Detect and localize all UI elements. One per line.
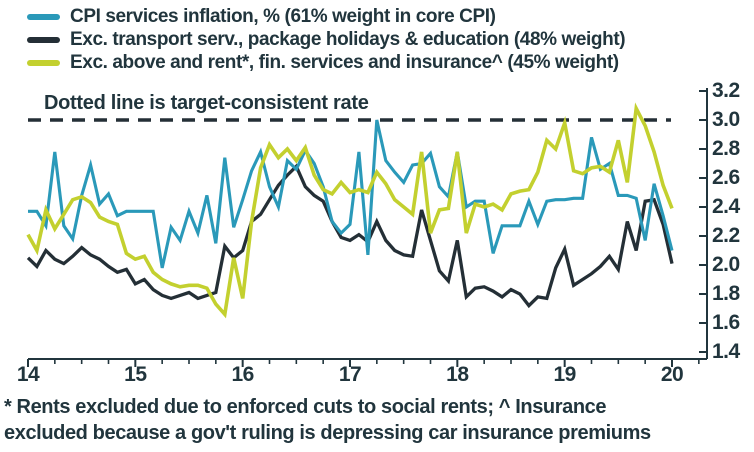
legend-item-exc-above-rent: Exc. above and rent*, fin. services and … — [27, 51, 625, 74]
legend-item-exc-transport: Exc. transport serv., package holidays &… — [27, 28, 626, 51]
y-axis-label-1.6: 1.6 — [712, 311, 740, 334]
x-axis-label-14: 14 — [16, 363, 40, 386]
y-axis-label-2.4: 2.4 — [712, 195, 740, 218]
legend-label-exc-above-rent: Exc. above and rent*, fin. services and … — [70, 51, 619, 73]
chart-legend: CPI services inflation, % (61% weight in… — [27, 5, 626, 74]
legend-swatch-exc-transport — [27, 36, 60, 43]
legend-swatch-cpi-services — [27, 13, 60, 20]
y-axis-label-2.2: 2.2 — [712, 224, 740, 247]
chart-footnote: * Rents excluded due to enforced cuts to… — [4, 394, 651, 446]
series-line-cpi-services — [28, 119, 674, 269]
legend-label-exc-transport: Exc. transport serv., package holidays &… — [70, 28, 626, 50]
y-axis-label-2.8: 2.8 — [712, 137, 740, 160]
x-axis-label-18: 18 — [446, 363, 469, 386]
y-axis-label-2.0: 2.0 — [712, 253, 740, 276]
legend-item-cpi-services: CPI services inflation, % (61% weight in… — [27, 5, 625, 28]
y-axis-label-1.8: 1.8 — [712, 282, 740, 305]
footnote-line-2: excluded because a gov't ruling is depre… — [4, 422, 651, 444]
footnote-line-1: * Rents excluded due to enforced cuts to… — [4, 396, 607, 418]
x-axis-label-20: 20 — [660, 363, 684, 386]
series-line-exc-transport — [26, 163, 674, 309]
legend-swatch-exc-above-rent — [27, 59, 60, 66]
target-rate-annotation: Dotted line is target-consistent rate — [44, 92, 369, 114]
y-axis-label-1.4: 1.4 — [712, 340, 740, 363]
x-axis-label-17: 17 — [338, 363, 362, 386]
legend-label-cpi-services: CPI services inflation, % (61% weight in… — [70, 5, 496, 27]
x-axis-label-19: 19 — [553, 363, 576, 386]
y-axis-label-3.2: 3.2 — [712, 79, 740, 102]
y-axis-label-3.0: 3.0 — [712, 108, 740, 131]
x-axis-label-15: 15 — [124, 363, 147, 386]
series-line-exc-above-rent — [26, 102, 674, 319]
x-axis-label-16: 16 — [231, 363, 254, 386]
y-axis-label-2.6: 2.6 — [712, 166, 740, 189]
